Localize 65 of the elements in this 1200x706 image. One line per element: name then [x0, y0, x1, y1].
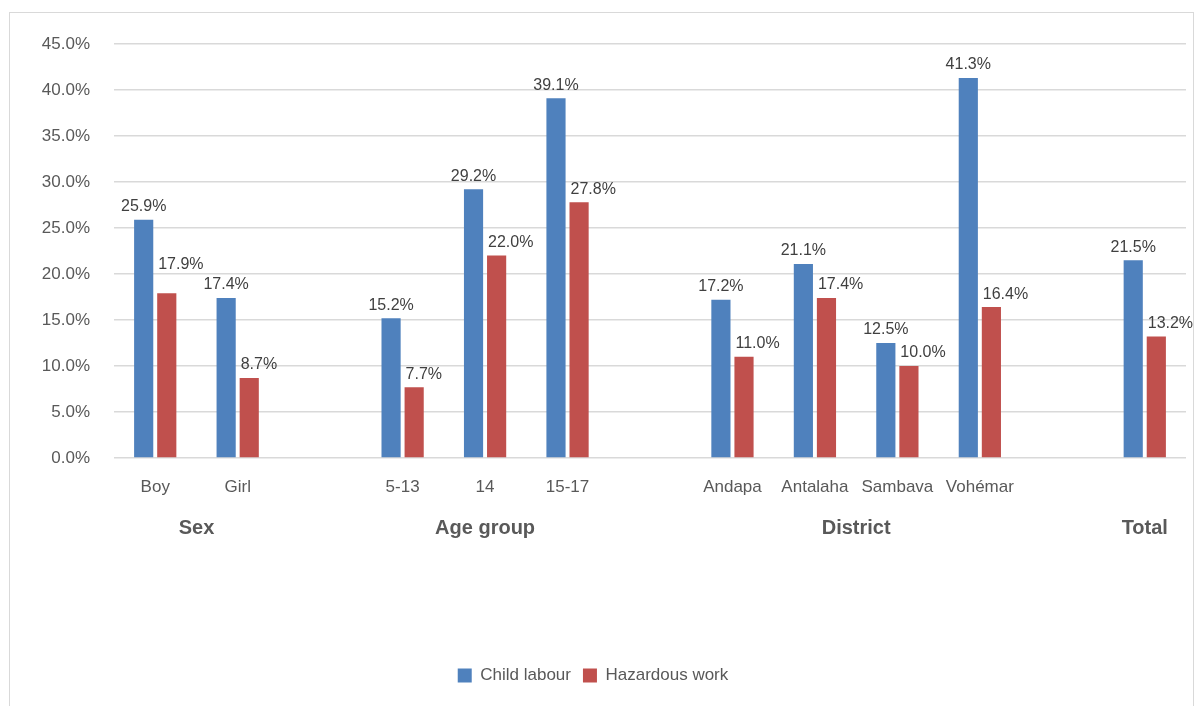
y-tick-label: 35.0% — [41, 125, 90, 145]
y-tick-label: 40.0% — [41, 79, 90, 99]
x-tick-label: Vohémar — [945, 476, 1015, 496]
y-tick-label: 20.0% — [41, 263, 90, 283]
data-label: 17.2% — [698, 277, 744, 295]
data-label: 17.4% — [203, 275, 249, 293]
bar — [463, 189, 484, 458]
data-label: 41.3% — [945, 55, 991, 73]
y-tick-label: 5.0% — [51, 401, 90, 421]
data-label: 17.9% — [158, 255, 204, 273]
x-tick-label: Antalaha — [781, 476, 850, 496]
bar — [981, 307, 1001, 458]
y-tick-label: 30.0% — [41, 171, 90, 191]
bar — [381, 318, 401, 458]
data-label: 17.4% — [817, 275, 864, 293]
x-tick-label: 14 — [475, 476, 495, 496]
data-label: 16.4% — [982, 284, 1029, 302]
y-tick-label: 0.0% — [51, 447, 90, 467]
data-label: 21.5% — [1110, 237, 1156, 255]
bar — [404, 387, 424, 458]
legend-label: Child labour — [480, 665, 572, 685]
data-label: 13.2% — [1147, 313, 1194, 331]
text: Sex — [178, 515, 215, 538]
data-label: 27.8% — [570, 179, 616, 197]
bar — [876, 343, 896, 458]
bar — [711, 299, 731, 458]
bar — [816, 297, 837, 458]
bar — [899, 366, 919, 458]
bar — [134, 219, 154, 458]
bar — [1146, 336, 1166, 458]
data-label: 29.2% — [450, 166, 497, 184]
legend-label: Hazardous work — [605, 665, 729, 685]
text: Age group — [435, 515, 536, 538]
bar — [546, 98, 566, 458]
bar — [958, 78, 978, 458]
x-tick-label: Girl — [224, 476, 251, 496]
text: District — [821, 515, 891, 538]
data-label: 15.2% — [368, 295, 414, 313]
text: Total — [1121, 515, 1168, 538]
bar — [1123, 260, 1143, 458]
y-tick-label: 10.0% — [41, 355, 90, 375]
x-tick-label: Sambava — [861, 476, 934, 496]
data-label: 39.1% — [533, 75, 579, 93]
data-label: 8.7% — [240, 355, 278, 373]
x-tick-label: Boy — [140, 476, 171, 496]
bar — [569, 202, 589, 458]
x-tick-label: 5-13 — [385, 476, 420, 496]
bar — [734, 356, 754, 458]
y-tick-label: 45.0% — [41, 33, 90, 53]
data-label: 21.1% — [780, 241, 827, 259]
data-label: 22.0% — [488, 233, 534, 251]
x-tick-label: Andapa — [703, 476, 763, 496]
bar — [157, 293, 177, 458]
data-label: 10.0% — [900, 343, 946, 361]
data-label: 12.5% — [863, 320, 909, 338]
bar — [793, 263, 813, 458]
bar — [487, 255, 507, 458]
data-label: 7.7% — [405, 364, 443, 382]
y-tick-label: 25.0% — [41, 217, 90, 237]
y-tick-label: 15.0% — [41, 309, 90, 329]
bar — [216, 297, 236, 458]
x-tick-label: 15-17 — [545, 476, 590, 496]
bar — [239, 377, 259, 458]
data-label: 11.0% — [735, 334, 780, 352]
data-label: 25.9% — [121, 197, 167, 215]
